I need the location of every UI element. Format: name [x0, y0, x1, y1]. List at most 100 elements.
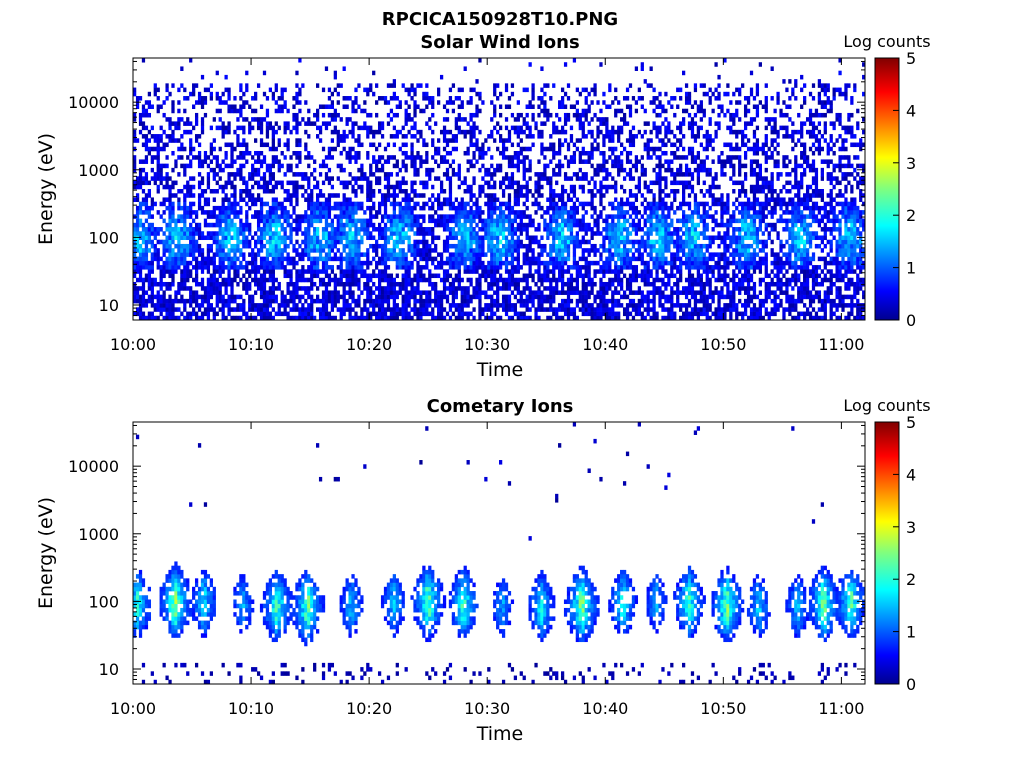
heatmap-cell — [206, 252, 211, 257]
heatmap-cell — [422, 248, 426, 253]
heatmap-cell — [256, 269, 261, 274]
heatmap-cell — [552, 121, 556, 126]
heatmap-cell — [162, 273, 166, 279]
heatmap-cell — [366, 248, 370, 253]
heatmap-cell — [133, 286, 137, 291]
heatmap-cell — [345, 197, 349, 202]
heatmap-cell — [578, 138, 582, 143]
heatmap-cell — [593, 172, 597, 177]
heatmap-cell — [194, 315, 199, 321]
heatmap-cell — [584, 172, 588, 177]
heatmap-cell — [466, 239, 470, 245]
heatmap-cell — [186, 298, 190, 304]
heatmap-cell — [466, 303, 470, 308]
heatmap-cell — [230, 150, 234, 156]
heatmap-cell — [516, 201, 520, 207]
heatmap-cell — [265, 303, 270, 308]
heatmap-cell — [283, 125, 287, 131]
heatmap-cell — [584, 108, 588, 114]
heatmap-cell — [401, 286, 405, 291]
heatmap-cell — [348, 155, 352, 160]
heatmap-cell — [575, 231, 579, 236]
heatmap-cell — [265, 134, 270, 139]
heatmap-cell — [413, 189, 417, 194]
heatmap-cell — [493, 227, 497, 232]
heatmap-cell — [133, 155, 137, 160]
heatmap-cell — [599, 307, 603, 312]
heatmap-cell — [572, 235, 577, 241]
heatmap-cell — [425, 227, 429, 232]
heatmap-cell — [189, 286, 193, 291]
heatmap-cell — [218, 273, 222, 279]
heatmap-cell — [212, 239, 216, 245]
heatmap-cell — [380, 303, 385, 308]
heatmap-cell — [295, 117, 299, 122]
heatmap-cell — [419, 180, 423, 186]
heatmap-cell — [487, 134, 491, 139]
heatmap-cell — [336, 218, 340, 224]
heatmap-cell — [513, 248, 518, 253]
heatmap-cell — [463, 201, 467, 207]
heatmap-cell — [493, 91, 497, 97]
heatmap-cell — [525, 235, 529, 241]
heatmap-cell — [298, 256, 302, 262]
heatmap-cell — [183, 243, 187, 249]
heatmap-cell — [135, 193, 140, 198]
heatmap-cell — [466, 315, 470, 321]
heatmap-cell — [549, 231, 553, 236]
heatmap-cell — [490, 134, 494, 139]
heatmap-cell — [445, 159, 450, 164]
heatmap-cell — [478, 96, 482, 101]
heatmap-cell — [375, 315, 379, 321]
heatmap-cell — [286, 222, 290, 228]
heatmap-cell — [307, 256, 311, 262]
heatmap-cell — [183, 315, 187, 321]
heatmap-cell — [251, 193, 255, 198]
heatmap-cell — [442, 104, 447, 110]
heatmap-cell — [416, 83, 420, 88]
heatmap-cell — [590, 189, 594, 194]
heatmap-cell — [469, 129, 473, 135]
heatmap-cell — [135, 227, 140, 232]
heatmap-cell — [413, 112, 417, 118]
heatmap-cell — [442, 172, 447, 177]
heatmap-cell — [386, 286, 391, 291]
heatmap-cell — [369, 222, 373, 228]
heatmap-cell — [183, 286, 187, 291]
heatmap-cell — [404, 260, 408, 266]
heatmap-cell — [563, 176, 568, 181]
heatmap-cell — [268, 218, 273, 224]
heatmap-cell — [475, 222, 479, 228]
heatmap-cell — [431, 214, 435, 219]
heatmap-cell — [416, 218, 420, 224]
heatmap-cell — [481, 218, 485, 224]
heatmap-cell — [451, 100, 456, 105]
heatmap-cell — [271, 210, 275, 215]
heatmap-cell — [189, 303, 193, 308]
heatmap-cell — [292, 286, 296, 291]
heatmap-cell — [504, 260, 509, 266]
heatmap-cell — [345, 235, 349, 241]
heatmap-cell — [413, 290, 417, 295]
heatmap-cell — [454, 290, 458, 295]
heatmap-cell — [242, 235, 246, 241]
heatmap-cell — [248, 172, 252, 177]
heatmap-cell — [295, 281, 299, 287]
heatmap-cell — [162, 210, 166, 215]
heatmap-cell — [271, 176, 275, 181]
heatmap-cell — [525, 87, 529, 93]
heatmap-cell — [254, 231, 258, 236]
heatmap-cell — [404, 210, 408, 215]
heatmap-cell — [442, 281, 447, 287]
heatmap-cell — [200, 311, 205, 317]
heatmap-cell — [478, 273, 482, 279]
heatmap-cell — [507, 231, 512, 236]
heatmap-cell — [392, 155, 396, 160]
heatmap-cell — [499, 184, 503, 190]
heatmap-cell — [425, 248, 429, 253]
heatmap-cell — [274, 298, 278, 304]
heatmap-cell — [560, 252, 565, 257]
heatmap-cell — [177, 218, 181, 224]
heatmap-cell — [490, 117, 494, 122]
heatmap-cell — [434, 243, 438, 249]
